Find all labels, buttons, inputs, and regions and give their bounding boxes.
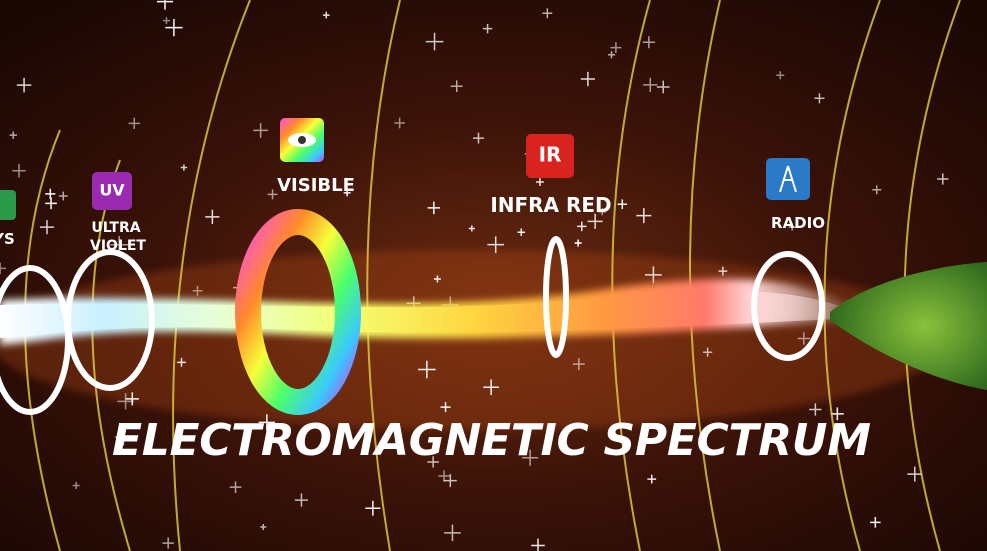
radio-label: RADIO xyxy=(771,214,825,232)
eye-pupil xyxy=(298,136,306,144)
gamma-label: YS xyxy=(0,230,15,248)
title: ELECTROMAGNETIC SPECTRUM xyxy=(112,415,872,466)
uv-label-1: ULTRA xyxy=(91,220,140,236)
icon-gamma xyxy=(0,190,16,220)
ir-label: INFRA RED xyxy=(490,193,611,217)
uv-icon-label: UV xyxy=(99,181,125,200)
spectrum-illustration: UV IR YS ULTRA VIOLET VISIBLE INFRA RED … xyxy=(0,0,987,551)
ir-icon-label: IR xyxy=(539,143,562,167)
visible-label: VISIBLE xyxy=(277,175,355,196)
uv-label-2: VIOLET xyxy=(90,238,146,254)
